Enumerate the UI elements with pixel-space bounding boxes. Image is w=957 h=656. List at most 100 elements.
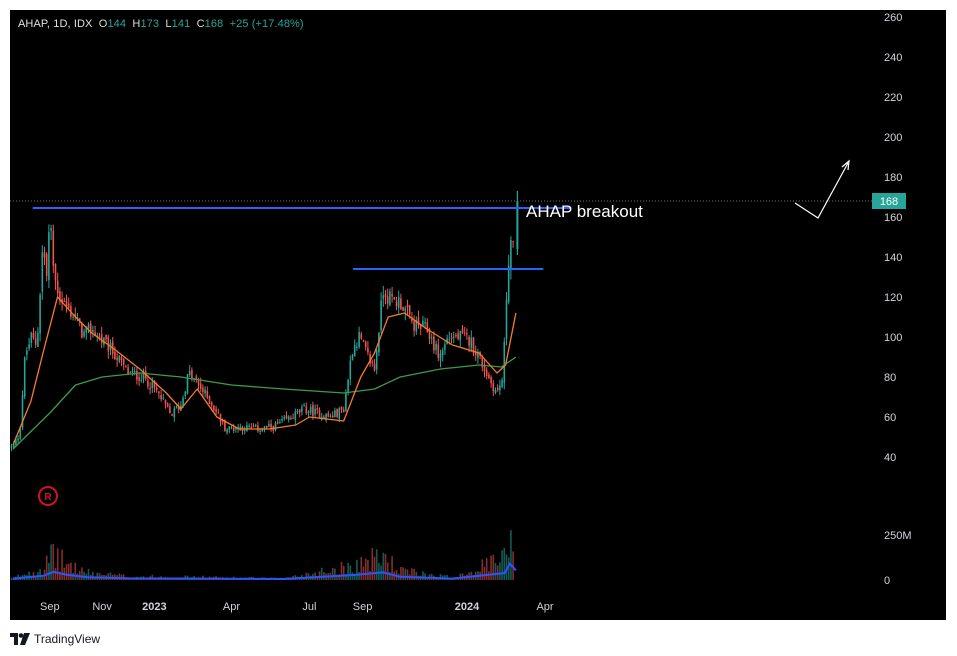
footer-brand[interactable]: TradingView — [10, 630, 100, 648]
low-label: L — [165, 18, 172, 30]
candle-body — [184, 391, 187, 396]
candle-body — [474, 352, 477, 356]
time-axis-label: Apr — [223, 601, 240, 613]
candle-body — [305, 406, 308, 414]
volume-bar — [83, 571, 85, 580]
candle-body — [360, 334, 363, 339]
volume-bar — [503, 547, 506, 580]
volume-bar — [496, 565, 499, 580]
r-circle-icon[interactable]: R — [38, 486, 58, 506]
candle-body — [28, 344, 30, 349]
chart-panel[interactable]: 260 240 220 200 180 160 140 120 100 80 60 40 250M 0 Se… — [10, 10, 946, 620]
candle-body — [41, 252, 44, 292]
candle-body — [448, 339, 451, 341]
candle-body — [87, 324, 90, 329]
candle-body — [276, 422, 279, 424]
candle-body — [483, 364, 486, 372]
candle-body — [400, 298, 402, 310]
volume-bar — [490, 555, 492, 580]
low-value: 141 — [171, 18, 191, 30]
candle-body — [356, 346, 358, 348]
candle-body — [265, 425, 268, 428]
candle-body — [162, 397, 165, 399]
candle-body — [140, 379, 143, 381]
volume-bar — [494, 562, 497, 580]
candle-body — [50, 228, 52, 231]
volume-bar — [67, 563, 70, 580]
candle-body — [30, 332, 33, 343]
candle-body — [316, 408, 319, 410]
candle-body — [19, 429, 22, 439]
candle-body — [224, 420, 226, 432]
candle-body — [459, 330, 462, 340]
candle-body — [382, 295, 385, 299]
candle-body — [369, 354, 371, 364]
volume-bar — [48, 562, 50, 580]
volume-tick-label: 0 — [884, 575, 890, 587]
candle-body — [492, 382, 495, 392]
candle-body — [17, 438, 19, 441]
candle-body — [219, 413, 222, 422]
candle-body — [268, 423, 270, 427]
candle-body — [501, 380, 503, 388]
volume-bar — [28, 571, 30, 580]
volume-bar — [499, 562, 501, 580]
candle-body — [353, 345, 356, 357]
volume-bar — [382, 552, 385, 580]
candle-body — [199, 383, 202, 390]
volume-bar — [118, 573, 121, 580]
candle-body — [499, 385, 501, 391]
price-tick-label: 180 — [884, 172, 902, 184]
marker-label: R — [44, 492, 52, 503]
volume-bar — [404, 568, 407, 580]
candle-body — [347, 379, 349, 392]
volume-bar — [98, 573, 101, 580]
volume-bar — [65, 564, 68, 580]
volume-bar — [402, 567, 404, 580]
volume-bar — [501, 550, 503, 580]
candle-body — [37, 332, 39, 347]
candle-body — [345, 393, 347, 411]
volume-bar — [70, 562, 72, 580]
last-price-label: 168 — [880, 196, 898, 208]
volume-bar — [389, 572, 391, 580]
open-label: O — [98, 18, 108, 30]
candle-body — [468, 336, 470, 346]
candle-body — [191, 370, 193, 379]
candle-body — [463, 332, 466, 334]
candle-body — [92, 329, 94, 332]
marker-ring — [38, 486, 58, 506]
chart-canvas[interactable]: 260 240 220 200 180 160 140 120 100 80 60 40 250M 0 Se… — [10, 10, 946, 620]
candle-body — [391, 294, 393, 297]
volume-bar — [45, 555, 48, 580]
candle-body — [56, 280, 59, 294]
candle-body — [226, 429, 228, 433]
volume-bar — [50, 544, 52, 580]
volume-tick-label: 250M — [884, 530, 912, 542]
symbol-ohlc-legend: AHAP, 1D, IDX O144 H173 L141 C168 +25 (+… — [18, 18, 304, 30]
candle-body — [166, 403, 169, 407]
candle-body — [318, 409, 321, 419]
volume-bar — [351, 572, 354, 580]
candle-body — [116, 357, 118, 361]
candle-body — [485, 370, 488, 376]
candle-body — [182, 397, 184, 406]
slow-moving-average-line — [12, 356, 517, 450]
candle-body — [54, 264, 57, 281]
volume-bar — [371, 548, 374, 580]
candle-body — [195, 376, 198, 380]
close-value: 168 — [204, 18, 224, 30]
price-tick-label: 160 — [884, 212, 902, 224]
tradingview-logo-icon — [10, 633, 30, 645]
candle-body — [217, 412, 220, 414]
candle-body — [404, 308, 407, 312]
price-tick-label: 40 — [884, 452, 896, 464]
volume-bar — [318, 571, 321, 580]
candle-body — [461, 328, 464, 334]
candle-body — [76, 317, 79, 319]
volume-bar — [334, 568, 336, 580]
candle-body — [120, 357, 123, 361]
volume-bar — [411, 568, 413, 580]
candle-body — [177, 406, 180, 410]
candle-body — [323, 416, 325, 419]
